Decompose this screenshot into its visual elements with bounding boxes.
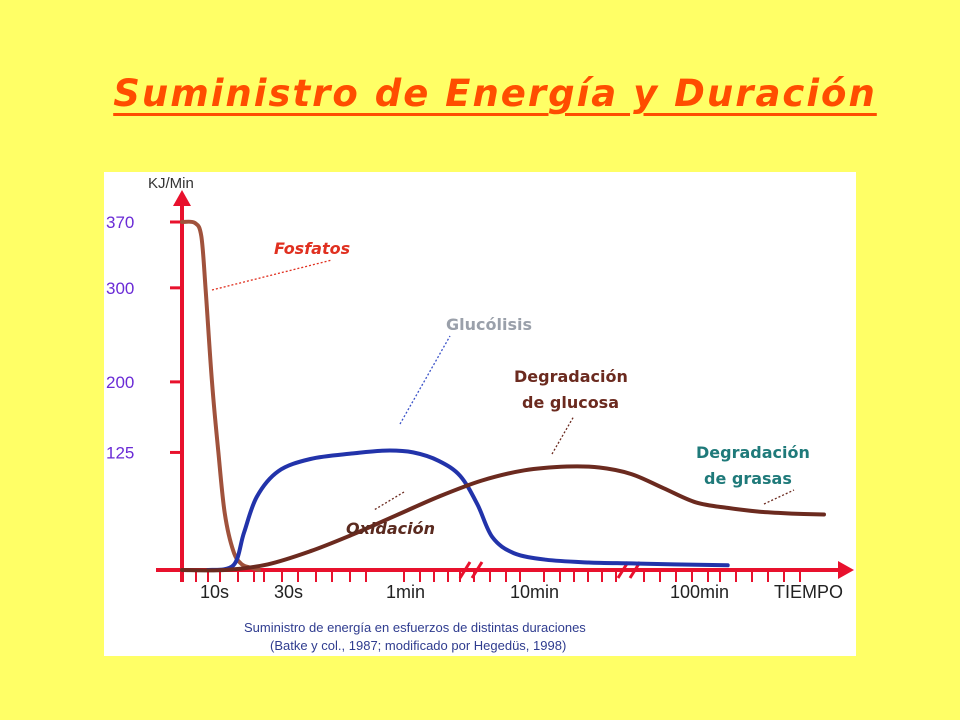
axis-break-1-b bbox=[470, 561, 484, 579]
annotation-pointer-2 bbox=[399, 335, 451, 425]
annotation-label: Oxidación bbox=[346, 519, 435, 538]
annotation-label: de glucosa bbox=[522, 393, 619, 412]
series-line-oxidacion bbox=[180, 464, 826, 573]
annotation-label: Degradación bbox=[514, 367, 628, 386]
y-axis-label: KJ/Min bbox=[148, 175, 194, 192]
annotation-pointer-3 bbox=[551, 415, 575, 455]
annotation-label: Degradación bbox=[696, 443, 810, 462]
slide-title: Suministro de Energía y Duración bbox=[113, 72, 877, 115]
axis-break-1-a bbox=[458, 561, 472, 579]
x-tick-label: 10s bbox=[200, 582, 229, 602]
series-line-fosfatos bbox=[180, 219, 261, 572]
x-tick-label: 1min bbox=[386, 582, 425, 602]
annotation-pointer-5 bbox=[763, 489, 795, 505]
source-caption: Suministro de energía en esfuerzos de di… bbox=[244, 620, 586, 635]
series-line-glucolisis bbox=[205, 448, 730, 572]
x-axis-arrow bbox=[838, 561, 854, 579]
y-tick-label: 300 bbox=[106, 279, 134, 298]
annotation-pointer-1 bbox=[211, 259, 333, 291]
y-axis-arrow bbox=[173, 190, 191, 206]
y-tick-label: 125 bbox=[106, 443, 134, 462]
annotation-label: Glucólisis bbox=[446, 315, 532, 334]
y-tick-label: 370 bbox=[106, 213, 134, 232]
x-tick-label: 10min bbox=[510, 582, 559, 602]
x-tick-label: 30s bbox=[274, 582, 303, 602]
annotation-label: de grasas bbox=[704, 469, 792, 488]
x-axis-label: TIEMPO bbox=[774, 582, 843, 602]
chart-panel: KJ/Min 125 200 300 370 10s 30s 1min 10min 100min T… bbox=[104, 172, 856, 656]
annotation-pointer-4 bbox=[373, 491, 405, 511]
y-tick-label: 200 bbox=[106, 373, 134, 392]
source-caption: (Batke y col., 1987; modificado por Hege… bbox=[270, 638, 566, 653]
x-tick-label: 100min bbox=[670, 582, 729, 602]
annotation-label: Fosfatos bbox=[274, 239, 350, 258]
energy-chart: KJ/Min 125 200 300 370 10s 30s 1min 10min 100min T… bbox=[106, 175, 854, 653]
